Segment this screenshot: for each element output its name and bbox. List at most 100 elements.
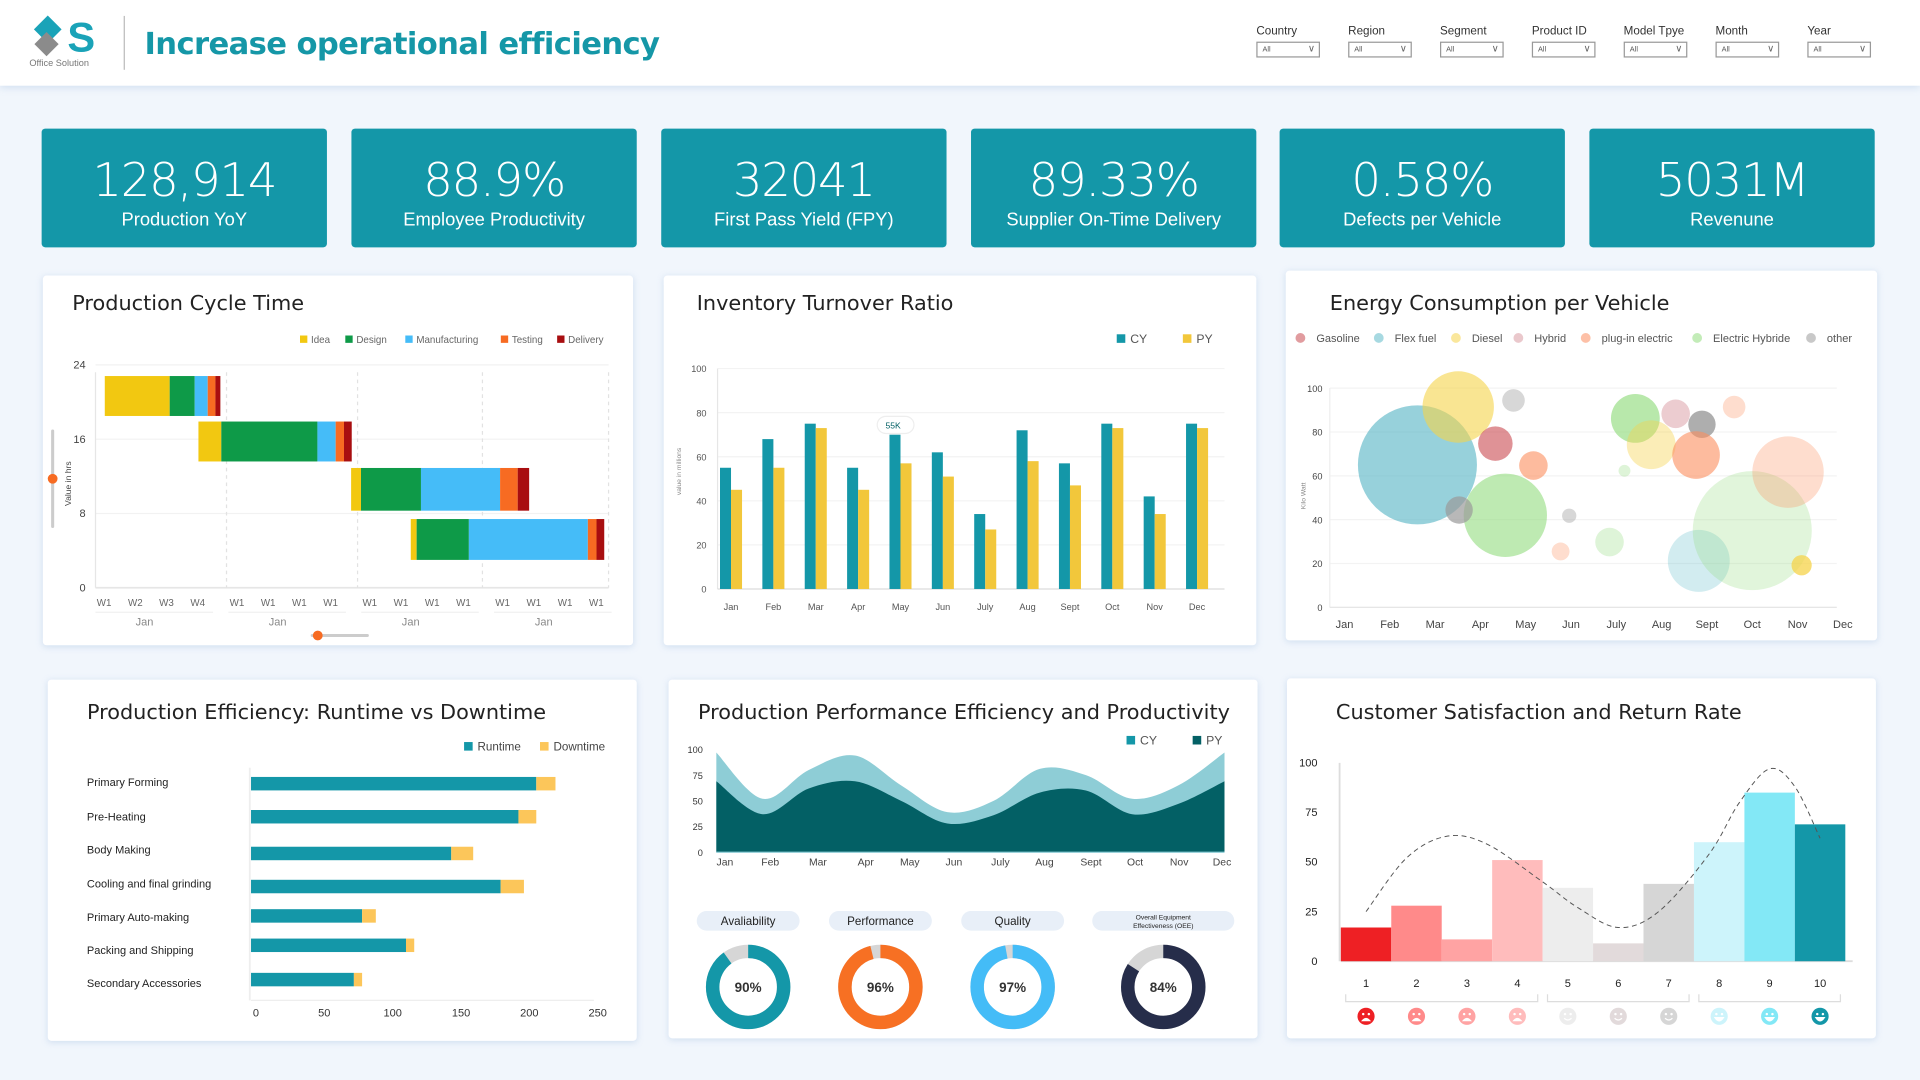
filter-dropdown[interactable]: All ∨ — [1715, 41, 1780, 58]
filter-dropdown[interactable]: All ∨ — [1531, 41, 1596, 58]
kpi-label: Revenune — [1690, 209, 1774, 231]
filter-value: All — [1537, 46, 1547, 54]
gauge-value: 90% — [735, 980, 762, 995]
smile-face-icon — [1660, 1007, 1678, 1025]
y-tick-label: 40 — [1312, 515, 1322, 525]
y-tick-label: 100 — [1299, 758, 1317, 770]
bubble-other — [1502, 389, 1525, 412]
gantt-bar-manufacturing — [468, 519, 588, 560]
legend-label: Diesel — [1472, 333, 1503, 345]
y-tick-label: 80 — [696, 408, 706, 418]
legend-label: Runtime — [478, 741, 521, 754]
satisfaction-bar — [1542, 887, 1594, 962]
kpi-label: Supplier On-Time Delivery — [1006, 209, 1222, 231]
week-label: W1 — [362, 598, 377, 609]
filter-value: All — [1813, 46, 1822, 54]
runtime-downtime-chart: Runtime Downtime Primary Forming Pre-Heatin… — [87, 741, 607, 1020]
x-tick-label: 2 — [1413, 978, 1419, 990]
x-tick-label: Aug — [1019, 602, 1035, 612]
group-bracket — [1546, 994, 1690, 1003]
slider-handle[interactable] — [312, 630, 323, 641]
x-tick-label: May — [1515, 619, 1536, 631]
panel-title: Inventory Turnover Ratio — [696, 291, 954, 316]
y-tick-label: 100 — [691, 364, 706, 374]
bubble-hybrid — [1661, 399, 1690, 429]
bubble-diesel — [1626, 420, 1676, 470]
filter-dropdown[interactable]: All ∨ — [1348, 41, 1412, 58]
performance-panel: CY PY 0 25 50 75 100 Jan Feb Mar Apr May Jun July Aug S… — [668, 679, 1258, 1039]
panel-title: Customer Satisfaction and Return Rate — [1335, 700, 1742, 725]
bar-cy — [1143, 496, 1155, 589]
x-tick-label: 9 — [1767, 978, 1773, 990]
gantt-bar-delivery — [596, 519, 605, 560]
bubble-plug-in-electric — [1752, 436, 1824, 508]
face-mouth — [1713, 1016, 1725, 1022]
y-tick-label: 8 — [80, 508, 86, 520]
bar-py — [985, 529, 997, 589]
face-circle — [1609, 1007, 1627, 1025]
filter-dropdown[interactable]: All ∨ — [1440, 41, 1504, 58]
gantt-bar-testing — [207, 376, 216, 416]
group-bracket — [1698, 994, 1842, 1003]
face-eye — [1664, 1012, 1668, 1016]
week-label: W1 — [230, 598, 245, 609]
legend-label: PY — [1196, 332, 1212, 346]
legend-label: PY — [1206, 733, 1222, 747]
gauge-value: 96% — [867, 980, 894, 995]
bubble-plug-in-electric — [1672, 431, 1720, 479]
customer-satisfaction-chart: 0 25 50 75 100 1 2 3 4 5 6 7 8 9 10 — [1299, 758, 1853, 1025]
x-tick-label: Jun — [945, 858, 962, 869]
y-tick-label: 25 — [1305, 906, 1317, 918]
category-label: Pre-Heating — [87, 811, 146, 823]
week-label: W1 — [323, 598, 338, 609]
week-label: W1 — [558, 598, 573, 609]
filter-dropdown[interactable]: All ∨ — [1623, 41, 1688, 58]
x-tick-label: July — [977, 602, 994, 612]
filter-segment: Segment All ∨ — [1440, 24, 1513, 58]
filter-dropdown[interactable]: All ∨ — [1256, 41, 1321, 58]
bubble-other — [1562, 508, 1577, 523]
chevron-down-icon: ∨ — [1858, 42, 1867, 54]
face-mouth — [1411, 1017, 1422, 1022]
face-mouth — [1461, 1017, 1472, 1022]
x-tick-label: Feb — [765, 602, 781, 612]
kpi-card: 32041 First Pass Yield (FPY) — [661, 128, 947, 248]
production-cycle-time-chart: Idea Design Manufacturing Testing Delivery 0 8… — [47, 335, 612, 641]
x-tick-label: Sept — [1061, 602, 1080, 612]
bar-cy — [974, 514, 986, 589]
legend-swatch — [1192, 735, 1202, 745]
gantt-bar-design — [416, 519, 469, 560]
panel-title: Production Efficiency: Runtime vs Downti… — [86, 700, 547, 725]
bar-runtime — [251, 879, 501, 894]
satisfaction-bar — [1744, 792, 1795, 962]
y-axis-title: Value in hrs — [63, 461, 73, 506]
filter-dropdown[interactable]: All ∨ — [1807, 41, 1872, 58]
y-tick-label: 0 — [80, 582, 86, 594]
week-label: W1 — [425, 598, 440, 609]
face-eye — [1418, 1012, 1421, 1016]
bar-runtime — [251, 938, 406, 953]
x-tick-label: 0 — [253, 1007, 259, 1019]
x-tick-label: Dec — [1189, 602, 1206, 612]
panel-title: Production Performance Efficiency and Pr… — [697, 700, 1230, 725]
gauge-arc — [838, 944, 923, 1030]
legend-swatch — [405, 335, 413, 343]
face-eye — [1412, 1012, 1415, 1016]
bar-py — [1154, 514, 1166, 589]
y-tick-label: 60 — [1312, 472, 1322, 482]
bar-runtime — [251, 846, 452, 861]
x-tick-label: Aug — [1652, 619, 1672, 631]
bar-cy — [804, 423, 816, 589]
slider-handle[interactable] — [47, 473, 58, 484]
panel-title: Production Cycle Time — [72, 291, 305, 316]
week-label: W1 — [527, 598, 542, 609]
kpi-value: 0.58% — [1351, 153, 1494, 207]
face-circle — [1710, 1007, 1728, 1025]
sad-face-icon — [1357, 1007, 1375, 1025]
x-tick-label: Apr — [858, 858, 875, 869]
y-axis-title: Kilo Watt — [1300, 482, 1307, 509]
x-tick-label: Apr — [851, 602, 865, 612]
bubble-plug-in-electric — [1551, 542, 1570, 561]
bubble-electric-hybride — [1618, 464, 1631, 477]
week-label: W1 — [394, 598, 409, 609]
